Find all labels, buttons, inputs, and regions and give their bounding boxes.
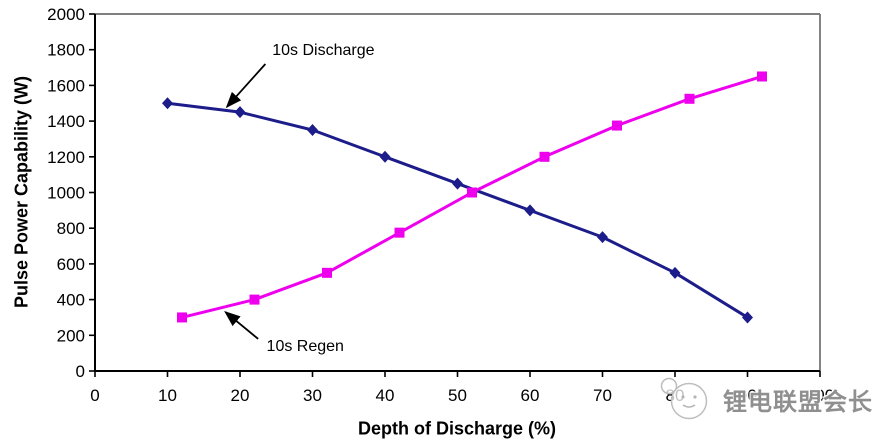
annotation-10s-regen-label: 10s Regen [266, 337, 344, 355]
x-axis-title: Depth of Discharge (%) [357, 418, 557, 439]
watermark-logo-icon [660, 377, 708, 420]
marker-diamond-10s-discharge [452, 177, 463, 190]
marker-square-10s-regen [684, 93, 695, 104]
x-tick-label: 90 [738, 386, 757, 405]
marker-square-10s-regen [249, 294, 260, 305]
y-tick-label: 200 [57, 326, 85, 345]
marker-diamond-10s-discharge [234, 106, 246, 119]
watermark: 锂电联盟会长 [648, 374, 873, 424]
marker-diamond-10s-discharge [162, 97, 173, 110]
marker-diamond-10s-discharge [307, 124, 318, 137]
y-axis-title: Pulse Power Capability (W) [11, 75, 32, 309]
series-line-10s-discharge [166, 101, 749, 319]
x-tick-label: 50 [448, 386, 467, 405]
y-tick-label: 1800 [47, 41, 85, 60]
y-tick-label: 1200 [47, 148, 85, 167]
y-tick-label: 1600 [47, 76, 85, 95]
y-tick-label: 1400 [47, 112, 85, 131]
x-tick-label: 60 [521, 386, 540, 405]
y-tick-label: 1000 [47, 184, 85, 203]
x-tick-label: 100 [806, 386, 834, 405]
y-tick-label: 800 [57, 219, 85, 238]
x-tick-label: 40 [376, 386, 395, 405]
marker-square-10s-regen [612, 120, 622, 131]
x-tick-label: 10 [158, 386, 177, 405]
x-tick-label: 0 [90, 386, 99, 405]
marker-square-10s-regen [467, 187, 477, 198]
marker-diamond-10s-discharge [597, 231, 608, 244]
y-tick-label: 600 [57, 255, 85, 274]
marker-square-10s-regen [394, 227, 405, 238]
marker-diamond-10s-discharge [379, 150, 391, 163]
watermark-text: 锂电联盟会长 [723, 388, 873, 416]
marker-square-10s-regen [322, 267, 332, 278]
x-tick-label: 30 [303, 386, 322, 405]
y-tick-label: 400 [57, 291, 85, 310]
marker-square-10s-regen [539, 151, 550, 162]
marker-square-10s-regen [757, 71, 767, 82]
x-tick-label: 20 [231, 386, 250, 405]
annotation-arrow-0 [225, 63, 267, 109]
y-tick-label: 0 [76, 362, 85, 381]
y-tick-label: 2000 [47, 5, 85, 24]
x-tick-label: 70 [593, 386, 612, 405]
marker-diamond-10s-discharge [524, 204, 536, 217]
marker-diamond-10s-discharge [742, 311, 753, 324]
annotation-10s-discharge-label: 10s Discharge [272, 42, 375, 60]
marker-square-10s-regen [177, 312, 187, 323]
annotation-arrow-1 [224, 310, 259, 340]
marker-diamond-10s-discharge [669, 266, 681, 279]
